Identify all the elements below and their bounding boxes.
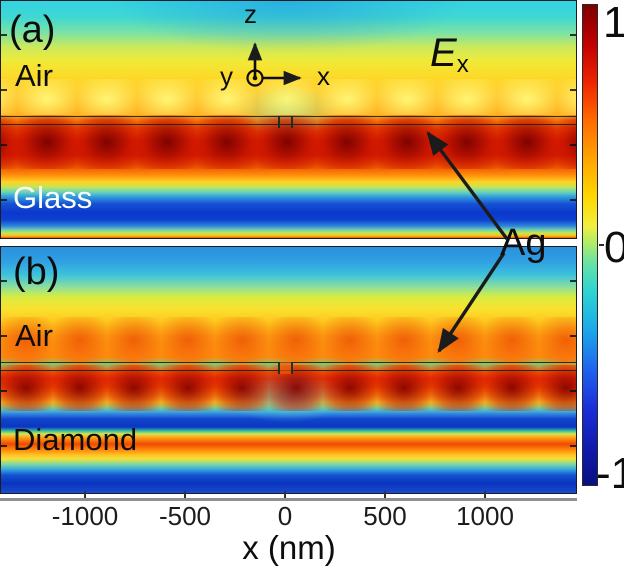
x-tick <box>484 491 486 498</box>
region-label-air-b: Air <box>15 318 53 353</box>
field-component-label: Ex <box>430 33 469 77</box>
x-axis-title: x (nm) <box>242 529 336 566</box>
panel-divider <box>0 239 577 246</box>
x-tick-label: 1000 <box>456 501 514 531</box>
x-tick-label: 0 <box>277 501 293 531</box>
x-tick-label: 500 <box>363 501 407 531</box>
x-tick-label: -500 <box>158 501 212 531</box>
panel-b-tag: (b) <box>13 251 60 293</box>
region-label-glass: Glass <box>13 180 93 215</box>
panel-a-heatmap <box>0 0 577 239</box>
colorbar <box>582 4 598 486</box>
triad-y-label: y <box>220 61 233 91</box>
panel-a-tag: (a) <box>9 9 56 51</box>
ag-film-b <box>1 361 576 374</box>
x-axis-line <box>0 498 577 501</box>
x-tick <box>84 491 86 498</box>
field-symbol: E <box>430 31 457 75</box>
colorbar-mid-label: 0 <box>604 223 624 272</box>
x-tick <box>384 491 386 498</box>
x-tick-label: -1000 <box>51 501 119 531</box>
field-subscript: x <box>456 51 469 78</box>
colorbar-min-label: -1 <box>596 449 624 498</box>
ag-groove-b <box>278 361 293 374</box>
x-tick <box>184 491 186 498</box>
x-tick <box>284 491 286 498</box>
colorbar-max-label: 1 <box>603 0 624 47</box>
triad-x-label: x <box>317 61 330 91</box>
ag-groove-a <box>278 115 293 128</box>
colorbar-zero-tick <box>599 244 604 246</box>
ag-film-a <box>1 115 576 128</box>
triad-z-label: z <box>244 0 257 29</box>
region-label-diamond: Diamond <box>13 422 138 457</box>
ag-label: Ag <box>500 222 547 264</box>
region-label-air-a: Air <box>15 58 53 93</box>
field-plot: (a) Air Glass (b) Air Diamond z y x Ex A… <box>0 0 577 494</box>
